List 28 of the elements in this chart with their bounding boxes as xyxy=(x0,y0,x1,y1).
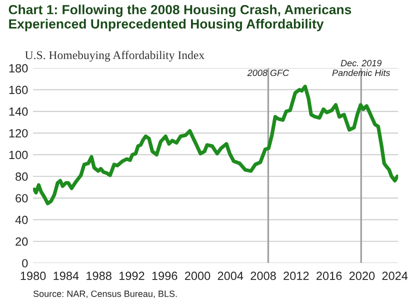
x-tick-label: 2008 xyxy=(250,272,276,280)
x-tick-label: 1988 xyxy=(86,272,112,280)
y-tick-label: 160 xyxy=(9,86,28,94)
x-tick-label: 1984 xyxy=(54,272,79,280)
x-tick-label: 2024 xyxy=(382,272,408,280)
x-tick-label: 2012 xyxy=(284,272,309,280)
x-tick-label: 1980 xyxy=(20,272,46,280)
y-tick-label: 100 xyxy=(9,150,28,160)
ref-line-label: Dec. 2019 Pandemic Hits xyxy=(332,60,390,76)
y-tick-label: 180 xyxy=(9,64,28,72)
chart-title: Chart 1: Following the 2008 Housing Crash, Americans Experienced Unprecedented Housing Affordability xyxy=(8,4,352,32)
x-tick-label: 2000 xyxy=(184,272,210,280)
y-tick-label: 140 xyxy=(9,107,28,116)
y-tick-label: 0 xyxy=(22,259,28,268)
y-tick-label: 80 xyxy=(16,172,28,181)
ref-line-label: 2008 GFC xyxy=(247,70,290,76)
y-tick-label: 40 xyxy=(15,216,28,224)
x-tick-label: 2004 xyxy=(218,272,244,280)
y-tick-label: 120 xyxy=(9,129,28,138)
x-tick-label: 2020 xyxy=(349,272,375,280)
x-tick-label: 1996 xyxy=(152,272,178,280)
x-tick-label: 1992 xyxy=(119,272,144,280)
chart-subtitle: U.S. Homebuying Affordability Index xyxy=(25,50,204,62)
y-tick-label: 20 xyxy=(16,237,28,246)
x-tick-label: 2016 xyxy=(316,272,342,280)
y-tick-label: 60 xyxy=(16,194,28,202)
source-note: Source: NAR, Census Bureau, BLS. xyxy=(33,290,177,298)
line-series xyxy=(33,84,398,206)
